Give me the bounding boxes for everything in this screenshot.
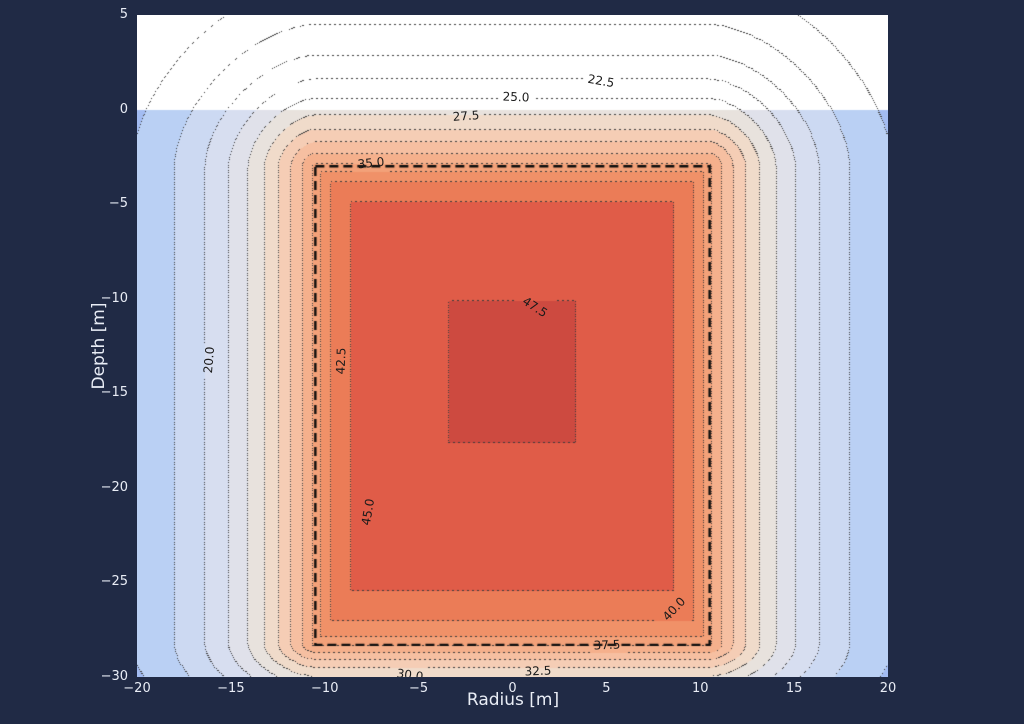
- x-tick-label: 0: [508, 681, 517, 696]
- x-tick-label: −15: [217, 681, 245, 696]
- contour-plot-canvas: [137, 15, 888, 677]
- y-tick-label: −30: [100, 669, 128, 684]
- x-tick-label: 20: [879, 681, 897, 696]
- x-tick-label: −5: [409, 681, 429, 696]
- x-tick-label: 5: [602, 681, 611, 696]
- y-tick-label: −10: [100, 290, 128, 306]
- y-tick-label: −25: [100, 574, 128, 590]
- x-tick-label: 10: [691, 681, 709, 696]
- contour-label: 42.5: [333, 347, 349, 375]
- y-tick-label: 5: [119, 7, 128, 22]
- x-tick-label: −10: [311, 681, 339, 696]
- y-tick-label: −5: [108, 196, 128, 212]
- plot-area: 20.0 22.5 25.0 27.5 35.0 42.5 45.0 47.5 40.0 37.5…: [137, 15, 888, 677]
- contour-label: 37.5: [593, 637, 621, 653]
- contour-label: 32.5: [524, 663, 552, 677]
- y-axis-label: Depth [m]: [89, 302, 109, 390]
- contour-label: 27.5: [452, 108, 480, 124]
- x-tick-label: 15: [785, 681, 803, 696]
- contour-label: 25.0: [502, 89, 530, 105]
- contour-label: 35.0: [356, 154, 386, 172]
- contour-label: 30.0: [395, 666, 425, 677]
- y-tick-label: 0: [119, 101, 128, 117]
- x-axis-label: Radius [m]: [466, 690, 560, 710]
- contour-label: 20.0: [200, 346, 218, 374]
- y-tick-label: −15: [100, 385, 128, 401]
- y-tick-label: −20: [100, 479, 128, 495]
- x-tick-label: −20: [123, 681, 151, 696]
